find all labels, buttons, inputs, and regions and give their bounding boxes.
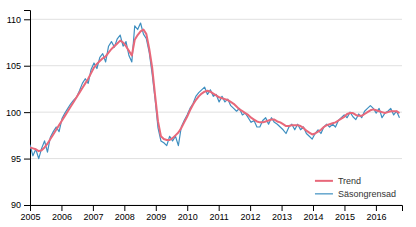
tick: 2015 [335, 205, 355, 222]
tick: 2013 [272, 205, 292, 222]
tick-mark [24, 159, 30, 160]
x-axis-line [31, 206, 403, 212]
tick-label: 2008 [115, 212, 135, 222]
tick: 2011 [209, 205, 228, 222]
series-group [30, 23, 399, 159]
tick-mark [313, 205, 314, 211]
tick-label: 2015 [335, 212, 355, 222]
tick-label: 2007 [83, 212, 103, 222]
grid-line [30, 112, 402, 113]
tick-mark [124, 205, 125, 211]
grid-line [30, 65, 402, 66]
legend-swatch [315, 193, 333, 194]
tick: 105 [6, 61, 30, 71]
tick-mark [156, 205, 157, 211]
plot: 2005 2006 2007 2008 2009 2010 2011 2012 2013 2014… [6, 11, 403, 223]
tick: 2008 [115, 205, 135, 222]
tick-label: 2012 [241, 212, 261, 222]
y-axis: 90 95 100 105 110 [6, 11, 31, 211]
y-axis-line [24, 11, 31, 206]
tick-mark [61, 205, 62, 211]
tick: 2014 [303, 205, 323, 222]
tick-mark [376, 205, 377, 211]
series-line [30, 30, 399, 152]
tick-mark [24, 66, 30, 67]
tick-label: 95 [11, 154, 21, 164]
tick-mark [24, 112, 30, 113]
tick-label: 2005 [20, 212, 40, 222]
tick-label: 2009 [146, 212, 166, 222]
series-line [30, 23, 399, 159]
legend-item: Säsongrensad [315, 189, 396, 199]
tick-label: 2006 [52, 212, 72, 222]
tick: 95 [11, 154, 30, 164]
tick: 100 [6, 108, 30, 118]
tick: 2007 [83, 205, 103, 222]
tick-mark [24, 19, 30, 20]
tick-mark [250, 205, 251, 211]
x-axis: 2005 2006 2007 2008 2009 2010 2011 2012 2013 2014… [20, 205, 402, 222]
tick-label: 2014 [303, 212, 323, 222]
tick-label: 105 [6, 61, 21, 71]
tick-mark [219, 205, 220, 211]
tick-mark [93, 205, 94, 211]
tick: 2005 [20, 205, 40, 222]
chart: 2005 2006 2007 2008 2009 2010 2011 2012 2013 2014… [0, 0, 416, 227]
tick: 90 [11, 200, 30, 210]
grid-line [30, 19, 402, 20]
tick-mark [24, 205, 30, 206]
tick-label: 2011 [209, 212, 228, 222]
tick: 110 [7, 15, 30, 25]
tick: 2012 [241, 205, 261, 222]
legend-item: Trend [315, 176, 361, 186]
tick-mark [282, 205, 283, 211]
tick-mark [344, 205, 345, 211]
tick-label: 90 [11, 200, 21, 210]
tick: 2006 [52, 205, 72, 222]
tick: 2010 [178, 205, 198, 222]
tick-label: 100 [6, 108, 21, 118]
tick-label: 2013 [272, 212, 292, 222]
tick-label: 2016 [366, 212, 386, 222]
tick: 2016 [366, 205, 386, 222]
tick-label: 110 [7, 15, 21, 25]
tick-label: 2010 [178, 212, 198, 222]
grid-line [30, 158, 402, 159]
legend: Trend Säsongrensad [315, 176, 396, 199]
grid [30, 19, 402, 205]
legend-label: Säsongrensad [338, 189, 396, 199]
tick: 2009 [146, 205, 166, 222]
legend-swatch [315, 180, 333, 182]
tick-mark [187, 205, 188, 211]
legend-label: Trend [338, 176, 361, 186]
